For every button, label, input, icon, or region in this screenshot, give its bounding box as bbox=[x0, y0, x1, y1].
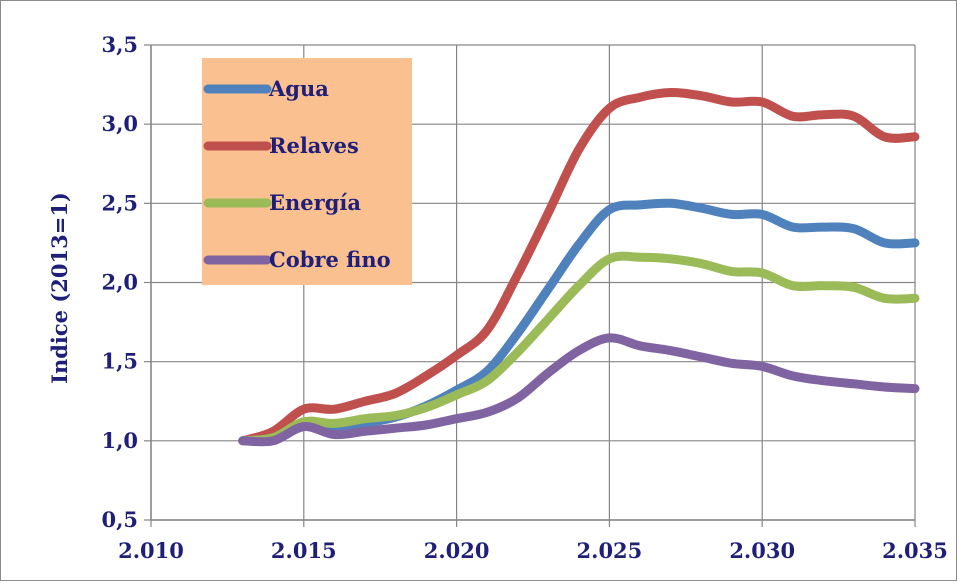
legend-label-relaves: Relaves bbox=[269, 133, 359, 158]
x-tick-label: 2.035 bbox=[882, 538, 948, 563]
legend-label-energia: Energía bbox=[269, 190, 361, 215]
y-tick-label: 2,5 bbox=[101, 190, 138, 215]
y-tick-label: 2,0 bbox=[101, 270, 138, 295]
legend-label-cobre-fino: Cobre fino bbox=[269, 247, 391, 272]
x-tick-label: 2.010 bbox=[118, 538, 184, 563]
legend-label-agua: Agua bbox=[268, 76, 329, 101]
legend: Agua Relaves Energía Cobre fino bbox=[202, 58, 412, 285]
x-tick-label: 2.030 bbox=[729, 538, 795, 563]
y-tick-label: 3,0 bbox=[101, 111, 138, 136]
x-tick-label: 2.025 bbox=[577, 538, 643, 563]
y-tick-label: 1,0 bbox=[101, 428, 138, 453]
y-tick-label: 0,5 bbox=[101, 507, 138, 532]
y-tick-label: 1,5 bbox=[101, 349, 138, 374]
x-tick-label: 2.015 bbox=[271, 538, 337, 563]
x-tick-label: 2.020 bbox=[424, 538, 490, 563]
y-axis-label: Indice (2013=1) bbox=[47, 192, 72, 384]
y-tick-label: 3,5 bbox=[101, 32, 138, 57]
